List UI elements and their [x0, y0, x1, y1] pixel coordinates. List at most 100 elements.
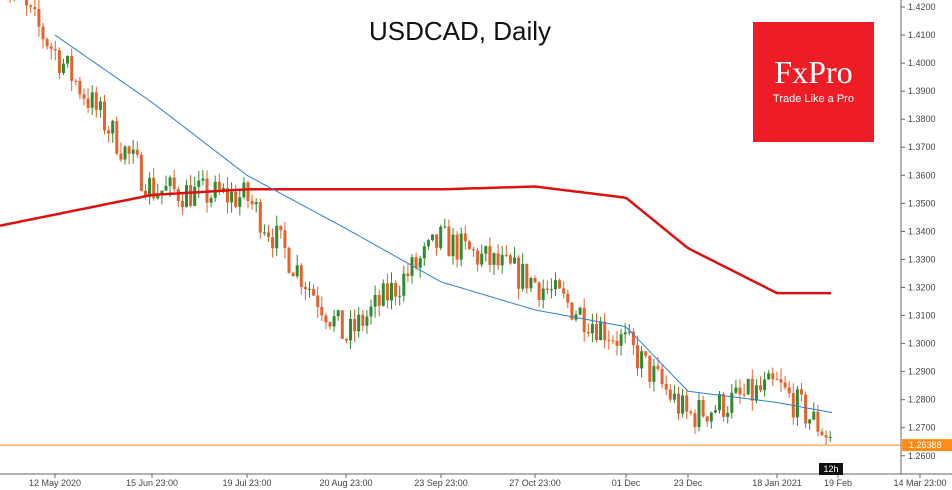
candle-body: [779, 379, 783, 383]
candle-body: [701, 400, 705, 417]
candle-body: [287, 248, 291, 273]
candle-body: [193, 186, 197, 206]
candle-body: [472, 249, 475, 251]
y-tick-label: 1.4200: [908, 2, 936, 12]
candle-body: [406, 273, 410, 276]
candle-body: [365, 316, 369, 326]
candle-body: [353, 319, 357, 332]
candle-body: [115, 120, 119, 154]
candle-body: [742, 394, 746, 396]
candle-body: [29, 5, 33, 8]
candle-body: [320, 306, 324, 316]
candle-body: [418, 258, 422, 268]
candle-body: [332, 316, 336, 327]
candle-body: [619, 334, 623, 346]
candle-body: [185, 185, 188, 208]
y-tick-label: 1.2600: [908, 451, 936, 461]
candle-body: [254, 202, 258, 205]
candle-body: [103, 101, 106, 131]
candle-body: [390, 282, 393, 301]
candle-body: [599, 321, 603, 341]
candle-body: [410, 257, 414, 276]
x-tick-label: 20 Aug 23:00: [319, 478, 372, 488]
logo-tagline: Trade Like a Pro: [773, 93, 854, 105]
candle-body: [152, 177, 156, 199]
x-tick-label: 27 Oct 23:00: [509, 478, 561, 488]
candle-body: [754, 385, 758, 401]
candle-body: [316, 295, 320, 307]
candle-body: [267, 232, 270, 238]
candle-body: [336, 310, 340, 317]
candle-body: [197, 180, 201, 187]
candle-body: [763, 379, 767, 391]
candle-body: [303, 286, 307, 290]
candle-body: [664, 383, 668, 390]
candle-body: [25, 0, 29, 6]
candle-body: [820, 431, 824, 436]
candle-body: [513, 257, 516, 264]
candle-body: [271, 237, 275, 249]
candle-body: [463, 233, 467, 242]
candle-body: [652, 365, 656, 382]
candle-body: [127, 146, 131, 154]
candle-body: [451, 234, 455, 257]
candle-body: [74, 80, 78, 82]
candle-body: [459, 233, 463, 260]
candle-body: [644, 351, 648, 356]
candle-body: [291, 272, 295, 277]
candle-body: [217, 181, 221, 192]
candle-body: [529, 278, 533, 289]
candle-body: [62, 63, 65, 73]
y-tick-label: 1.2900: [908, 367, 936, 377]
candle-body: [381, 283, 385, 306]
candle-body: [521, 263, 525, 289]
price-line-label: 1.26388: [909, 440, 942, 450]
candle-body: [816, 411, 820, 432]
candle-body: [496, 253, 500, 266]
candle-body: [45, 39, 49, 47]
candle-body: [119, 153, 123, 160]
candle-body: [443, 226, 447, 228]
candle-body: [180, 200, 184, 208]
candle-body: [53, 48, 57, 51]
candle-body: [549, 289, 553, 291]
candle-body: [467, 241, 471, 250]
candle-body: [631, 331, 635, 346]
candle-body: [172, 177, 176, 190]
candle-body: [504, 254, 508, 256]
fxpro-logo: FxPro Trade Like a Pro: [753, 22, 874, 142]
price-line-label-bg: [902, 439, 952, 452]
candle-body: [394, 282, 398, 297]
y-tick-label: 1.2800: [908, 395, 936, 405]
candle-body: [603, 321, 607, 341]
candle-body: [86, 98, 90, 108]
ma-fast-line: [54, 34, 833, 414]
time-marker-bg: [819, 463, 843, 475]
candle-body: [508, 255, 512, 264]
y-tick-label: 1.4100: [908, 30, 936, 40]
candle-body: [775, 379, 779, 381]
candle-body: [107, 130, 111, 134]
candle-body: [627, 331, 631, 333]
x-tick-label: 18 Jan 2021: [752, 478, 802, 488]
candle-body: [70, 55, 74, 81]
candle-body: [82, 94, 86, 99]
y-tick-label: 1.3600: [908, 170, 936, 180]
candle-body: [726, 412, 730, 417]
candle-body: [578, 307, 582, 315]
candle-body: [668, 389, 672, 400]
x-tick-label: 15 Jun 23:00: [126, 478, 178, 488]
candle-body: [439, 226, 443, 248]
candle-body: [771, 373, 775, 380]
candle-body: [447, 226, 451, 257]
candle-body: [422, 246, 426, 259]
candle-body: [238, 197, 242, 207]
candle-body: [230, 191, 234, 203]
candle-body: [570, 302, 574, 320]
candle-body: [176, 189, 180, 201]
candle-body: [738, 387, 742, 395]
candle-body: [385, 283, 389, 301]
candle-body: [697, 400, 701, 427]
candle-body: [787, 387, 791, 394]
candle-body: [414, 257, 418, 268]
